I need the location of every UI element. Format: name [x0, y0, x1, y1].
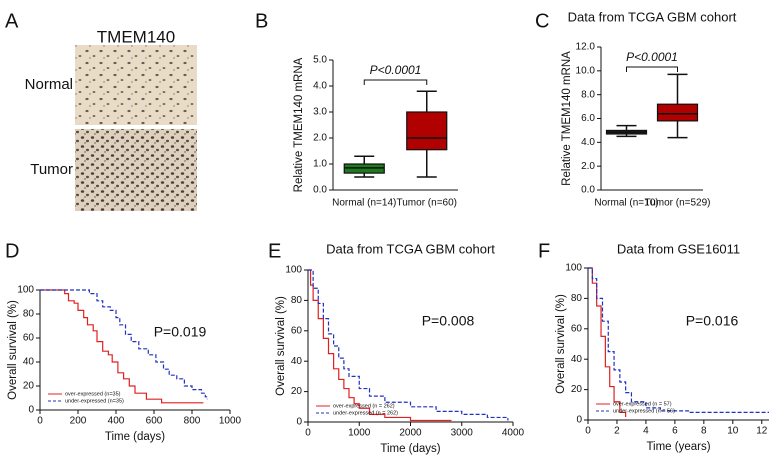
y-tick-label: 60	[571, 323, 583, 334]
x-tick-label: 0	[585, 426, 591, 437]
y-tick-label: 80	[23, 309, 35, 320]
panel-label: E	[268, 240, 281, 262]
panel-label: A	[5, 10, 19, 32]
y-tick-label: 1.0	[313, 159, 327, 170]
y-tick-label: 40	[23, 357, 35, 368]
y-tick-label: 100	[565, 263, 582, 274]
annotation: P=0.016	[686, 313, 739, 329]
y-axis-label: Relative TMEM140 mRNA	[561, 51, 573, 186]
image-row-label: Tumor	[30, 161, 73, 178]
annotation: P=0.019	[154, 324, 207, 340]
y-tick-label: 60	[291, 325, 303, 336]
survival-curve	[588, 267, 769, 413]
x-tick-label: 3000	[451, 428, 474, 439]
y-axis-label: Overall survival (%)	[555, 294, 567, 394]
x-tick-label: Tumor (n=529)	[644, 198, 710, 209]
survival-curve	[40, 289, 204, 404]
y-tick-label: 20	[23, 381, 35, 392]
image-row-label: Normal	[25, 76, 73, 93]
significance-bracket	[626, 66, 678, 72]
y-tick-label: 100	[17, 285, 34, 296]
x-tick-label: 4	[643, 426, 649, 437]
x-tick-label: 400	[108, 416, 125, 427]
x-axis-label: Time (days)	[105, 431, 165, 443]
box	[406, 111, 448, 151]
x-axis-label: Time (days)	[380, 443, 440, 455]
survival-curve	[588, 267, 627, 417]
y-axis-label: Overall survival (%)	[275, 296, 287, 396]
legend-label: over-expressed (n=35)	[65, 391, 121, 397]
y-tick-label: 60	[23, 333, 35, 344]
y-tick-label: 4.0	[313, 81, 327, 92]
annotation: P<0.0001	[626, 50, 678, 64]
image-title: TMEM140	[97, 27, 175, 46]
survival-curve	[308, 269, 509, 421]
y-tick-label: 80	[291, 295, 303, 306]
y-tick-label: 20	[571, 384, 583, 395]
chart-title: Data from TCGA GBM cohort	[568, 9, 737, 24]
legend-label: under-expressed (n=35)	[65, 398, 124, 404]
y-tick-label: 10.0	[576, 65, 596, 76]
x-tick-label: 12	[756, 426, 768, 437]
y-tick-label: 6.0	[581, 113, 595, 124]
y-tick-label: 0	[576, 415, 582, 426]
legend-label: over-expressed (n = 262)	[333, 403, 395, 409]
y-tick-label: 0.0	[581, 185, 595, 196]
y-tick-label: 20	[291, 386, 303, 397]
y-tick-label: 0.0	[313, 185, 327, 196]
y-tick-label: 0	[28, 405, 34, 416]
panel-label: D	[5, 240, 19, 262]
x-tick-label: 8	[701, 426, 707, 437]
y-axis-label: Overall survival (%)	[7, 300, 19, 400]
y-tick-label: 8.0	[581, 89, 595, 100]
x-tick-label: 6	[672, 426, 678, 437]
annotation: P=0.008	[422, 313, 475, 329]
y-tick-label: 100	[285, 265, 302, 276]
y-tick-label: 80	[571, 293, 583, 304]
panel-label: F	[538, 240, 550, 262]
y-tick-label: 2.0	[313, 133, 327, 144]
legend-label: under-expressed (n = 262)	[333, 410, 398, 416]
x-tick-label: 4000	[502, 428, 525, 439]
x-tick-label: Normal (n=10)	[594, 198, 658, 209]
x-tick-label: 0	[37, 416, 43, 427]
y-axis-label: Relative TMEM140 mRNA	[293, 57, 305, 192]
x-tick-label: 200	[70, 416, 87, 427]
x-tick-label: 1000	[219, 416, 242, 427]
significance-bracket	[363, 79, 428, 85]
normal-tissue-image	[75, 45, 197, 125]
x-tick-label: 2000	[399, 428, 422, 439]
y-tick-label: 5.0	[313, 55, 327, 66]
x-tick-label: 600	[146, 416, 163, 427]
x-tick-label: Tumor (n=60)	[397, 198, 457, 209]
panel-label: B	[255, 10, 268, 32]
y-tick-label: 0	[296, 417, 302, 428]
y-tick-label: 12.0	[576, 42, 596, 53]
x-tick-label: 10	[727, 426, 739, 437]
y-tick-label: 2.0	[581, 161, 595, 172]
y-tick-label: 40	[571, 354, 583, 365]
annotation: P<0.0001	[370, 63, 422, 77]
x-tick-label: 1000	[348, 428, 371, 439]
y-tick-label: 4.0	[581, 137, 595, 148]
x-tick-label: 2	[614, 426, 620, 437]
x-axis-label: Time (years)	[646, 441, 710, 453]
x-tick-label: 0	[305, 428, 311, 439]
x-tick-label: Normal (n=14)	[332, 198, 396, 209]
y-tick-label: 40	[291, 356, 303, 367]
survival-curve	[40, 289, 208, 400]
y-tick-label: 3.0	[313, 107, 327, 118]
legend-label: over-expressed (n = 57)	[613, 401, 672, 407]
panel-label: C	[535, 10, 549, 32]
box	[656, 103, 699, 122]
chart-title: Data from TCGA GBM cohort	[326, 241, 495, 256]
chart-title: Data from GSE16011	[617, 241, 740, 256]
x-tick-label: 800	[184, 416, 201, 427]
legend-label: under-expressed (n = 56)	[613, 408, 675, 414]
survival-curve	[308, 269, 452, 422]
tumor-tissue-image	[75, 129, 197, 211]
